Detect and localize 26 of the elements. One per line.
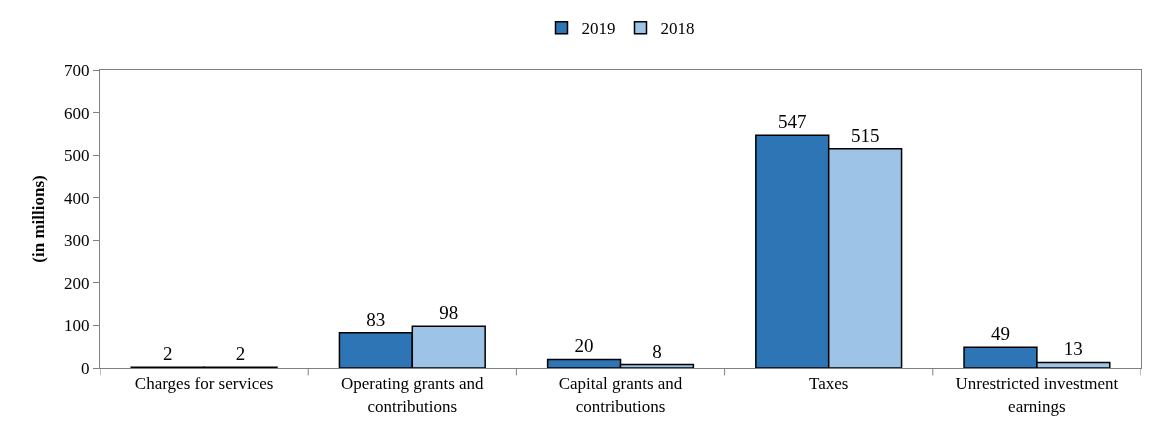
data-label: 2 — [235, 343, 246, 365]
data-label: 20 — [574, 335, 594, 357]
data-label: 547 — [778, 111, 807, 133]
y-tick-label: 500 — [64, 146, 90, 166]
data-label: 13 — [1063, 338, 1083, 360]
data-label: 515 — [850, 124, 880, 146]
data-label: 2 — [162, 343, 173, 365]
x-tick-label: Unrestricted investment earnings — [955, 374, 1119, 416]
y-tick-label: 600 — [64, 103, 90, 123]
y-tick-label: 100 — [64, 316, 90, 336]
x-tick-label: Charges for services — [134, 374, 274, 394]
y-tick-label: 400 — [64, 188, 90, 208]
legend-label: 2019 — [581, 19, 616, 39]
x-tick-label: Capital grants and contributions — [558, 374, 683, 416]
data-label: 8 — [652, 340, 662, 362]
data-label: 98 — [439, 302, 459, 324]
x-tick-label: Taxes — [809, 374, 849, 394]
y-tick-label: 0 — [81, 358, 90, 378]
x-tick-label: Operating grants and contributions — [341, 374, 485, 416]
y-tick-label: 300 — [64, 231, 90, 251]
y-tick-label: 700 — [64, 60, 90, 80]
legend-label: 2018 — [660, 19, 695, 39]
y-axis-title: (in millions) — [28, 175, 48, 263]
y-tick-label: 200 — [64, 273, 90, 293]
data-label: 83 — [366, 308, 386, 330]
data-label: 49 — [990, 323, 1010, 345]
